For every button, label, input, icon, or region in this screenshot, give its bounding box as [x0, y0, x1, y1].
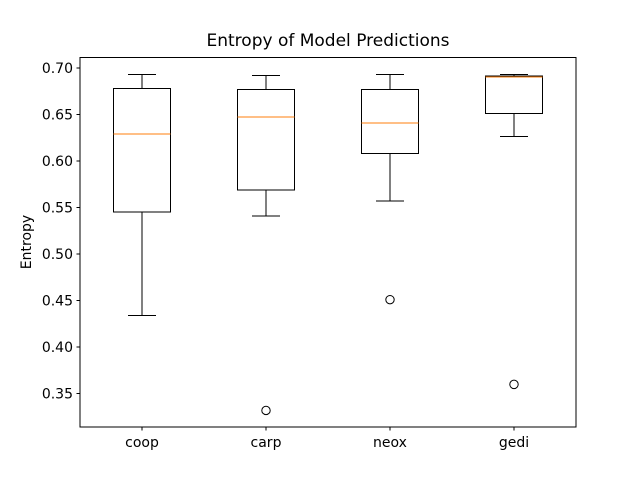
- x-tick-label-carp: carp: [251, 435, 282, 451]
- y-tick-label: 0.40: [42, 340, 73, 356]
- x-tick-label-gedi: gedi: [499, 435, 529, 451]
- box-coop: [113, 87, 171, 213]
- outlier-carp: [261, 405, 271, 416]
- y-tick-label: 0.60: [42, 154, 73, 170]
- y-tick-label: 0.50: [42, 247, 73, 263]
- y-tick-label: 0.70: [42, 61, 73, 77]
- y-tick-label: 0.45: [42, 294, 73, 310]
- box-carp: [237, 88, 295, 191]
- outlier-neox: [385, 294, 395, 305]
- axes-spines: [79, 57, 577, 428]
- y-tick-label: 0.55: [42, 200, 73, 216]
- x-tick-label-coop: coop: [125, 435, 159, 451]
- box-gedi: [485, 75, 543, 114]
- x-tick-label-neox: neox: [373, 435, 407, 451]
- outlier-gedi: [509, 379, 519, 390]
- y-tick-label: 0.65: [42, 107, 73, 123]
- chart-title: Entropy of Model Predictions: [206, 31, 450, 51]
- y-tick-label: 0.35: [42, 387, 73, 403]
- box-neox: [361, 88, 419, 154]
